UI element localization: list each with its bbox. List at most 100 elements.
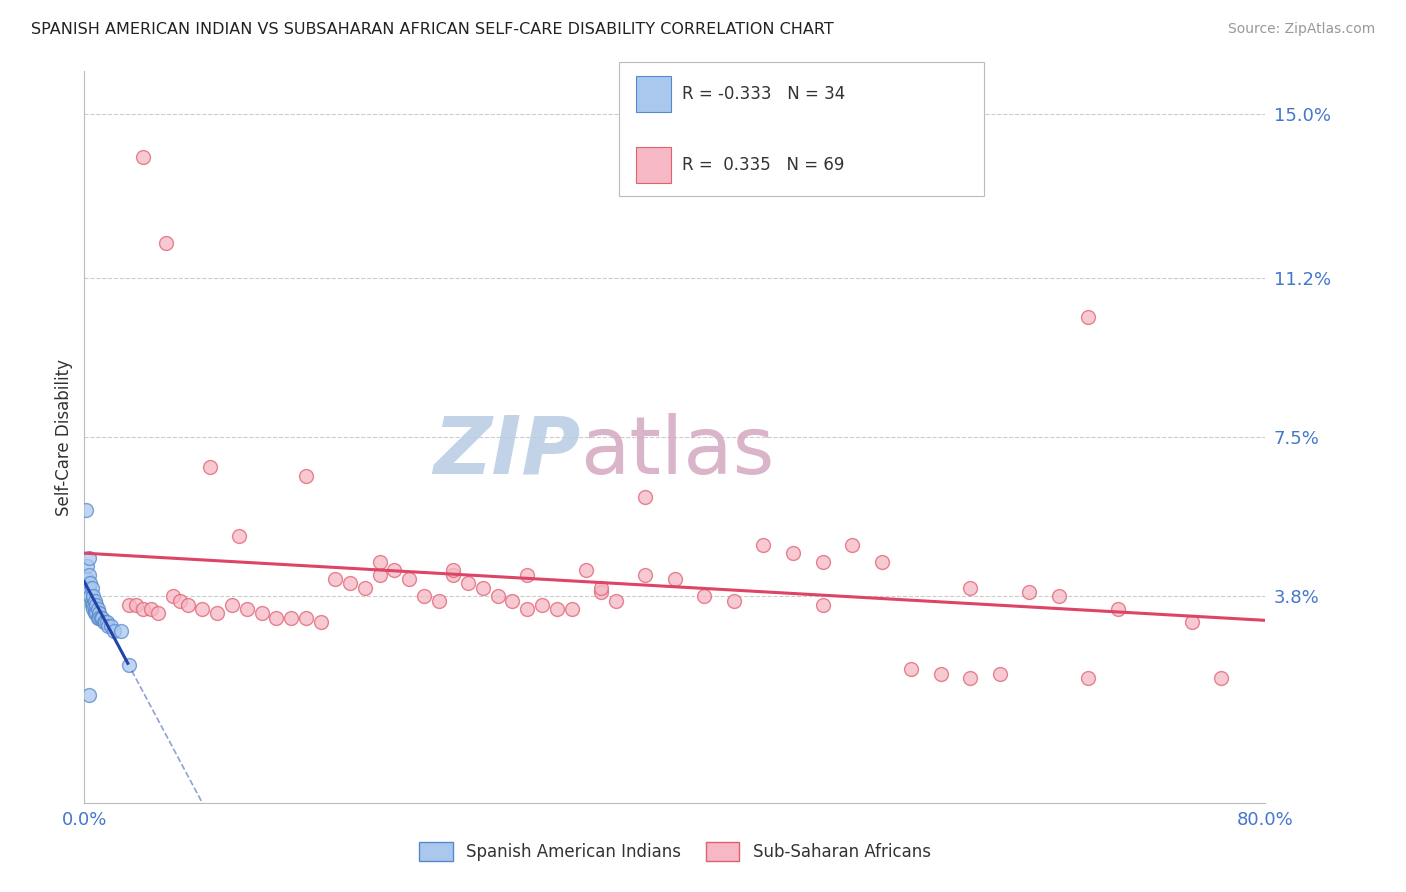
Point <box>443 564 465 578</box>
Point <box>84 607 107 621</box>
Point <box>80 593 103 607</box>
Point <box>398 572 420 586</box>
Point <box>900 662 922 676</box>
Point <box>76 559 98 574</box>
Point <box>77 567 100 582</box>
Point <box>443 567 465 582</box>
Point <box>82 589 104 603</box>
Point <box>929 666 952 681</box>
Point <box>103 624 125 638</box>
Point <box>198 460 221 475</box>
Point <box>228 529 250 543</box>
Point <box>664 572 686 586</box>
Point <box>959 581 981 595</box>
Point <box>605 593 627 607</box>
Point <box>368 567 391 582</box>
Point <box>82 602 104 616</box>
Point <box>782 546 804 560</box>
Point <box>96 615 118 629</box>
Point <box>87 611 111 625</box>
Point <box>501 593 523 607</box>
Point <box>87 607 111 621</box>
Point <box>280 611 302 625</box>
Point <box>959 671 981 685</box>
Point <box>84 598 107 612</box>
Point <box>236 602 259 616</box>
Point <box>723 593 745 607</box>
Point <box>325 572 347 586</box>
Point <box>1077 671 1099 685</box>
Point <box>110 624 132 638</box>
Point <box>97 619 120 633</box>
Point <box>516 602 538 616</box>
Point <box>207 607 229 621</box>
Point <box>295 611 318 625</box>
Point <box>83 607 105 621</box>
Point <box>811 598 834 612</box>
Point <box>250 607 273 621</box>
Point <box>82 598 104 612</box>
Legend: Spanish American Indians, Sub-Saharan Africans: Spanish American Indians, Sub-Saharan Af… <box>412 835 938 868</box>
Point <box>1211 671 1233 685</box>
Point <box>591 581 613 595</box>
Point <box>1077 310 1099 324</box>
Point <box>177 598 200 612</box>
Point <box>75 503 97 517</box>
Point <box>591 585 613 599</box>
Point <box>295 468 318 483</box>
Text: Source: ZipAtlas.com: Source: ZipAtlas.com <box>1227 22 1375 37</box>
Point <box>546 602 568 616</box>
Point <box>693 589 716 603</box>
Point <box>1107 602 1129 616</box>
Point <box>76 572 98 586</box>
Point <box>266 611 288 625</box>
Text: SPANISH AMERICAN INDIAN VS SUBSAHARAN AFRICAN SELF-CARE DISABILITY CORRELATION C: SPANISH AMERICAN INDIAN VS SUBSAHARAN AF… <box>31 22 834 37</box>
Point <box>93 615 115 629</box>
Point <box>575 564 598 578</box>
Point <box>155 236 177 251</box>
Point <box>139 602 162 616</box>
Point <box>79 589 101 603</box>
Text: R = -0.333   N = 34: R = -0.333 N = 34 <box>682 85 845 103</box>
Point <box>382 564 406 578</box>
Text: ZIP: ZIP <box>433 413 581 491</box>
Point <box>77 581 100 595</box>
Point <box>77 550 100 565</box>
Point <box>118 598 141 612</box>
Point <box>841 538 863 552</box>
Point <box>457 576 479 591</box>
Point <box>1018 585 1040 599</box>
Point <box>83 602 105 616</box>
Point <box>368 555 391 569</box>
Point <box>132 602 155 616</box>
Point <box>634 491 657 505</box>
Point <box>339 576 361 591</box>
Point <box>148 607 170 621</box>
Point <box>486 589 509 603</box>
Point <box>354 581 377 595</box>
Point <box>118 658 141 673</box>
Text: R =  0.335   N = 69: R = 0.335 N = 69 <box>682 156 844 174</box>
Point <box>80 598 103 612</box>
Point <box>561 602 583 616</box>
Y-axis label: Self-Care Disability: Self-Care Disability <box>55 359 73 516</box>
Point <box>86 602 108 616</box>
Point <box>870 555 893 569</box>
Point <box>531 598 554 612</box>
Point <box>94 615 117 629</box>
Point <box>90 611 112 625</box>
Point <box>191 602 214 616</box>
Point <box>988 666 1011 681</box>
Point <box>427 593 450 607</box>
Point <box>811 555 834 569</box>
Point <box>752 538 775 552</box>
Point <box>132 150 155 164</box>
Point <box>516 567 538 582</box>
Point <box>86 611 108 625</box>
Point <box>79 576 101 591</box>
Point <box>100 619 122 633</box>
Point <box>309 615 332 629</box>
Point <box>91 611 114 625</box>
Point <box>80 581 103 595</box>
Point <box>83 593 105 607</box>
